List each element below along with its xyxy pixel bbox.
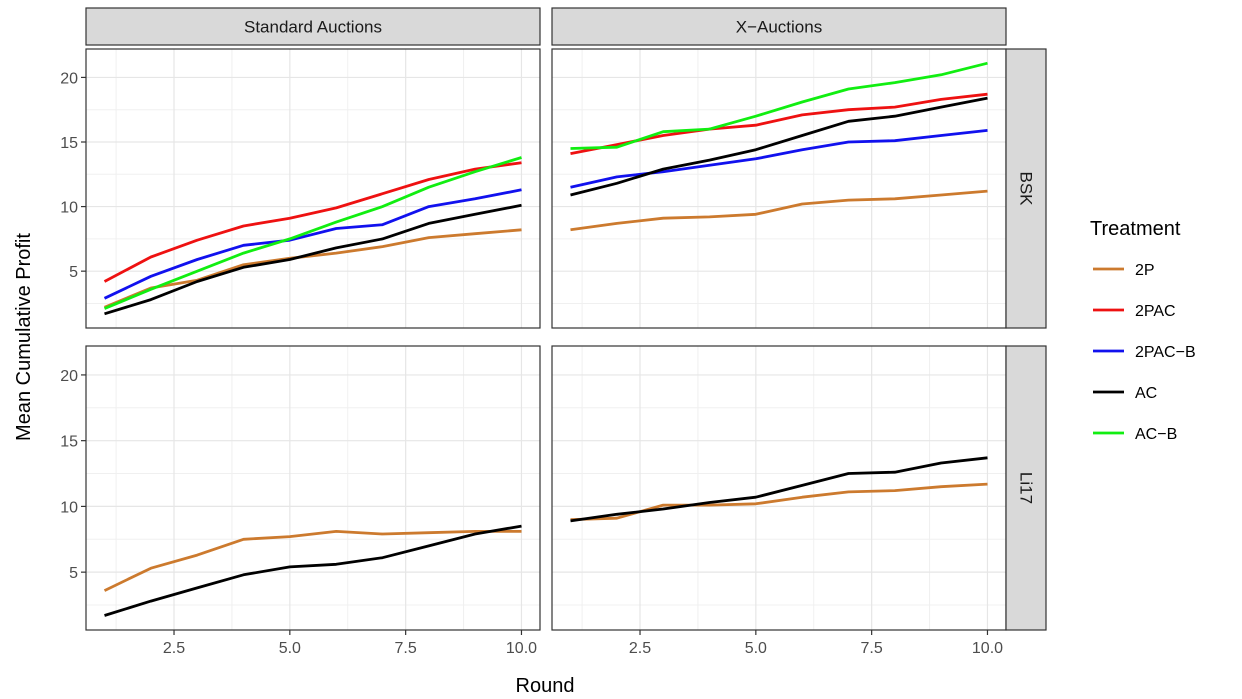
series-line-ac bbox=[104, 524, 522, 617]
y-tick-label: 5 bbox=[69, 264, 78, 281]
strip-standard-auctions: Standard Auctions bbox=[85, 7, 541, 46]
legend-label: AC bbox=[1135, 385, 1157, 402]
strip-label: Li17 bbox=[1017, 472, 1036, 504]
x-tick-label: 10.0 bbox=[972, 640, 1003, 657]
strip-li17: Li17 bbox=[1005, 345, 1047, 631]
legend-title: Treatment bbox=[1090, 218, 1181, 240]
series-line-ac bbox=[570, 456, 988, 523]
y-axis-title: Mean Cumulative Profit bbox=[13, 233, 35, 441]
y-tick-label: 15 bbox=[60, 434, 78, 451]
legend-label: 2PAC−B bbox=[1135, 344, 1196, 361]
series-line-ac bbox=[104, 203, 522, 316]
x-tick-label: 10.0 bbox=[506, 640, 537, 657]
strip-bsk: BSK bbox=[1005, 48, 1047, 329]
x-tick-label: 2.5 bbox=[629, 640, 651, 657]
x-tick-label: 7.5 bbox=[395, 640, 417, 657]
strip-label: X−Auctions bbox=[736, 18, 822, 37]
y-tick-label: 20 bbox=[60, 70, 78, 87]
panel-x-auctions-li17 bbox=[551, 345, 1007, 631]
panels-layer bbox=[85, 48, 1007, 631]
legend-label: AC−B bbox=[1135, 426, 1177, 443]
legend-item-ac: AC bbox=[1093, 385, 1157, 402]
x-axis-title: Round bbox=[516, 675, 575, 697]
strip-background bbox=[85, 7, 541, 46]
legend-item-2pac-b: 2PAC−B bbox=[1093, 344, 1196, 361]
strips-layer: Standard Auctions X−Auctions BSK Li17 bbox=[85, 7, 1047, 631]
y-tick-label: 5 bbox=[69, 565, 78, 582]
y-tick-label: 10 bbox=[60, 499, 78, 516]
panel-background bbox=[86, 49, 540, 328]
x-tick-label: 5.0 bbox=[745, 640, 767, 657]
series-line-2p bbox=[103, 530, 522, 592]
series-line-2pac-b bbox=[570, 129, 988, 189]
legend-label: 2PAC bbox=[1135, 303, 1176, 320]
strip-background bbox=[1005, 48, 1047, 329]
panel-x-auctions-bsk bbox=[551, 48, 1007, 329]
series-line-ac-b bbox=[570, 61, 988, 150]
strip-background bbox=[1005, 345, 1047, 631]
series-line-2p bbox=[570, 189, 988, 232]
panel-border bbox=[85, 48, 541, 329]
y-tick-label: 20 bbox=[60, 368, 78, 385]
x-tick-label: 2.5 bbox=[163, 640, 185, 657]
strip-label: BSK bbox=[1017, 171, 1036, 206]
series-line-ac-b bbox=[103, 156, 522, 310]
y-tick-label: 15 bbox=[60, 135, 78, 152]
strip-background bbox=[551, 7, 1007, 46]
legend: Treatment 2P 2PAC 2PAC−B AC AC−B bbox=[1090, 218, 1196, 443]
axes-layer: 5 10 15 20 5 10 15 20 2.5 5.0 7.5 10.0 2.5 5.0 7.5 10.0 bbox=[60, 70, 1003, 657]
legend-label: 2P bbox=[1135, 262, 1155, 279]
legend-item-ac-b: AC−B bbox=[1093, 426, 1177, 443]
x-tick-label: 7.5 bbox=[861, 640, 883, 657]
series-line-2pac bbox=[103, 161, 522, 283]
y-tick-label: 10 bbox=[60, 200, 78, 217]
panel-standard-auctions-bsk bbox=[85, 48, 541, 329]
strip-label: Standard Auctions bbox=[244, 18, 382, 37]
legend-item-2p: 2P bbox=[1093, 262, 1155, 279]
panel-standard-auctions-li17 bbox=[85, 345, 541, 631]
panel-background bbox=[552, 49, 1006, 328]
panel-border bbox=[85, 345, 541, 631]
x-tick-label: 5.0 bbox=[279, 640, 301, 657]
series-line-2pac-b bbox=[103, 188, 522, 300]
series-line-ac bbox=[570, 96, 988, 197]
legend-item-2pac: 2PAC bbox=[1093, 303, 1176, 320]
panel-background bbox=[86, 346, 540, 630]
strip-x-auctions: X−Auctions bbox=[551, 7, 1007, 46]
series-line-2p bbox=[103, 228, 522, 309]
